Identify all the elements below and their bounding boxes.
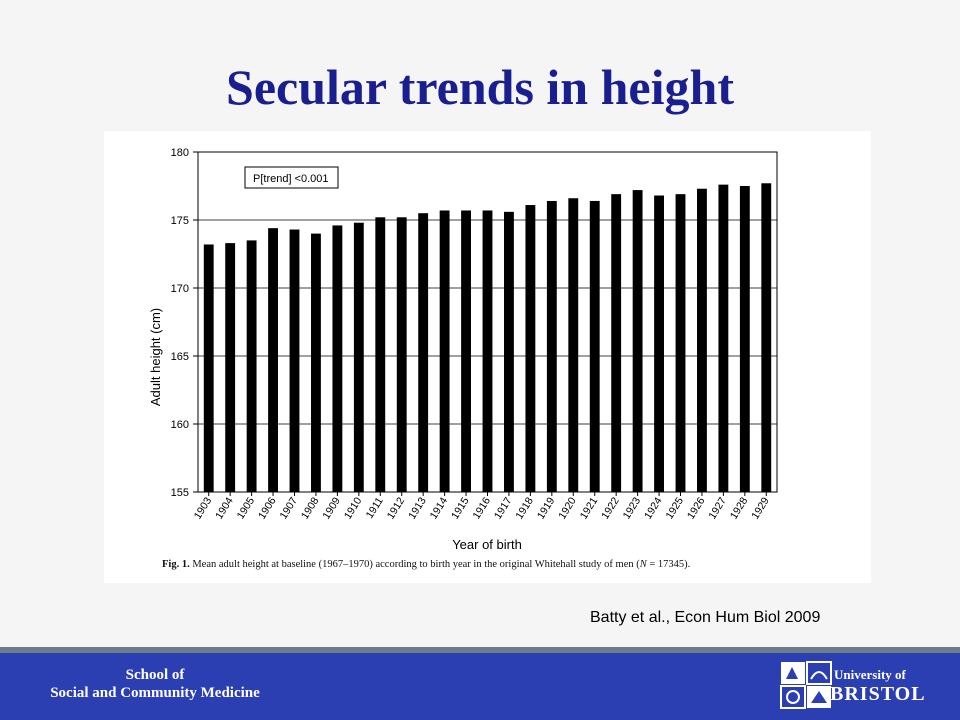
x-tick-label: 1919 [535, 495, 558, 521]
bar [439, 210, 450, 492]
bar [289, 229, 300, 492]
bar [482, 210, 493, 492]
x-tick-label: 1921 [578, 495, 601, 521]
bar [375, 217, 386, 492]
caption-suffix: = 17345). [646, 559, 691, 570]
x-tick-label: 1905 [235, 495, 258, 521]
bar [718, 184, 729, 492]
x-tick-label: 1920 [556, 495, 579, 521]
school-line-2: Social and Community Medicine [50, 685, 260, 701]
x-tick-label: 1913 [406, 495, 429, 521]
bar [739, 186, 750, 492]
bar [396, 217, 407, 492]
x-tick-label: 1923 [621, 495, 644, 521]
bar [697, 188, 707, 492]
bar [632, 190, 643, 492]
x-tick-label: 1916 [470, 495, 493, 521]
bar [589, 200, 600, 492]
x-tick-label: 1917 [492, 495, 515, 521]
x-tick-label: 1918 [513, 495, 536, 521]
bar [353, 222, 364, 492]
bar [203, 244, 214, 492]
bar [611, 194, 622, 492]
y-tick-label: 165 [171, 351, 189, 363]
x-tick-label: 1908 [299, 495, 322, 521]
bar [246, 240, 257, 492]
caption-n: N [639, 559, 647, 570]
x-tick-label: 1903 [192, 495, 215, 521]
y-axis-label: Adult height (cm) [148, 308, 163, 406]
y-tick-label: 175 [171, 215, 189, 227]
bar [525, 205, 536, 492]
school-line-1: School of [125, 667, 185, 683]
bar [504, 211, 514, 492]
bar [546, 200, 557, 492]
x-tick-label: 1928 [728, 495, 751, 521]
bar [675, 194, 686, 492]
bar [332, 225, 343, 492]
footer-bar: School of Social and Community Medicine … [0, 653, 960, 720]
x-tick-label: 1914 [428, 495, 451, 521]
x-tick-label: 1915 [449, 495, 472, 521]
x-tick-label: 1924 [642, 495, 665, 521]
x-tick-label: 1926 [685, 495, 708, 521]
bar [568, 198, 579, 492]
x-tick-label: 1929 [749, 495, 772, 521]
x-tick-label: 1910 [342, 495, 365, 521]
x-tick-label: 1911 [364, 495, 386, 521]
bar [418, 213, 429, 492]
figure-caption: Fig. 1. Mean adult height at baseline (1… [162, 559, 862, 570]
bar [654, 195, 664, 492]
x-tick-label: 1927 [706, 495, 729, 521]
bar [225, 243, 236, 492]
caption-prefix: Fig. 1. [162, 559, 190, 570]
university-name: BRISTOL [830, 683, 926, 705]
bar [311, 233, 321, 492]
annotation-box [244, 166, 339, 189]
citation: Batty et al., Econ Hum Biol 2009 [590, 609, 821, 626]
school-name: School of Social and Community Medicine [0, 666, 310, 702]
y-tick-label: 180 [171, 147, 189, 159]
x-tick-label: 1909 [320, 495, 343, 521]
x-tick-label: 1922 [599, 495, 622, 521]
university-of-label: University of [834, 667, 906, 682]
x-axis-label: Year of birth [452, 537, 522, 552]
y-tick-label: 155 [171, 487, 189, 499]
x-tick-label: 1912 [385, 495, 408, 521]
bar [461, 210, 471, 492]
footer-divider [0, 647, 960, 653]
bar [761, 183, 772, 492]
x-tick-label: 1907 [277, 495, 300, 521]
y-tick-label: 170 [171, 283, 189, 295]
x-tick-label: 1906 [256, 495, 279, 521]
figure-panel: 155 160 165 170 175 180 1903 1904 1905 1906 1907 1… [104, 131, 871, 583]
x-tick-label: 1925 [663, 495, 686, 521]
caption-text: Mean adult height at baseline (1967–1970… [189, 559, 640, 570]
x-tick-label: 1904 [213, 495, 236, 521]
slide-title: Secular trends in height [226, 59, 734, 115]
trend-annotation: P[trend] <0.001 [253, 173, 329, 185]
y-tick-label: 160 [171, 419, 189, 431]
university-crest-icon [780, 661, 832, 709]
bar [268, 228, 278, 492]
